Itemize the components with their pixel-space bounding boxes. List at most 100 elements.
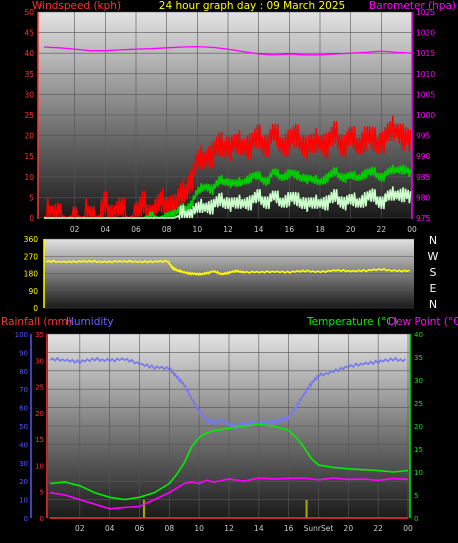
temperature-tick-label: 0 xyxy=(414,515,418,523)
humidity-tick-label: 0 xyxy=(24,515,28,523)
windspeed-tick-label: 15 xyxy=(24,152,34,161)
x-tick-label: 20 xyxy=(344,524,354,533)
temperature-tick-label: 20 xyxy=(414,423,423,431)
x-tick-label: 22 xyxy=(377,225,387,234)
x-tick-label: 00 xyxy=(403,524,413,533)
x-tick-label: 14 xyxy=(254,524,264,533)
humidity-tick-label: 80 xyxy=(19,368,28,376)
barometer-tick-label: 995 xyxy=(416,132,431,141)
windspeed-tick-label: 30 xyxy=(24,90,34,99)
barometer-tick-label: 990 xyxy=(416,152,431,161)
x-tick-label: 06 xyxy=(131,225,141,234)
rainfall-tick-labels: 0 5 10 15 20 25 30 35 xyxy=(35,331,44,523)
humidity-tick-label: 40 xyxy=(19,441,28,449)
series-wind-direction-line xyxy=(45,259,410,277)
windspeed-tick-label: 20 xyxy=(24,132,34,141)
windspeed-tick-label: 40 xyxy=(24,49,34,58)
direction-tick-label: 0 xyxy=(33,304,38,313)
series-gust-line xyxy=(43,115,412,221)
x-tick-label: 16 xyxy=(284,524,294,533)
rainfall-tick-label: 0 xyxy=(40,515,44,523)
rainfall-tick-label: 25 xyxy=(35,384,44,392)
x-tick-label: 12 xyxy=(224,524,234,533)
windspeed-tick-label: 10 xyxy=(24,173,34,182)
temperature-tick-label: 5 xyxy=(414,492,418,500)
direction-tick-label: 180 xyxy=(24,270,39,279)
x-tick-label: 20 xyxy=(346,225,356,234)
barometer-tick-label: 1015 xyxy=(416,49,435,58)
x-tick-label: 02 xyxy=(70,225,80,234)
temperature-axis-title: Temperature (°C) xyxy=(306,316,398,328)
rainfall-tick-label: 20 xyxy=(35,410,44,418)
x-tick-label: 08 xyxy=(165,524,175,533)
windspeed-tick-label: 45 xyxy=(24,29,34,38)
temperature-panel-series xyxy=(49,356,409,519)
humidity-axis-title: Humidity xyxy=(66,316,114,328)
barometer-tick-label: 975 xyxy=(416,214,431,223)
x-tick-label: 10 xyxy=(193,225,203,234)
rainfall-tick-label: 10 xyxy=(35,462,44,470)
x-tick-label: SunrSet xyxy=(304,524,334,533)
x-tick-label: 06 xyxy=(135,524,145,533)
x-tick-label: 10 xyxy=(194,524,204,533)
direction-tick-label: 90 xyxy=(28,287,38,296)
temperature-tick-labels: 0 5 10 15 20 25 30 35 40 xyxy=(414,331,423,523)
barometer-tick-label: 980 xyxy=(416,193,431,202)
wind-panel-series xyxy=(43,45,413,221)
series-lull-line xyxy=(44,186,412,221)
wind-panel-x-tick-labels: 02 04 06 08 10 12 14 16 18 20 22 00 xyxy=(70,225,417,234)
temperature-tick-label: 30 xyxy=(414,377,423,385)
compass-label: N xyxy=(429,234,437,247)
temperature-tick-label: 40 xyxy=(414,331,423,339)
humidity-tick-label: 20 xyxy=(19,478,28,486)
windspeed-tick-label: 35 xyxy=(24,70,34,79)
rainfall-tick-label: 35 xyxy=(35,331,44,339)
barometer-axis-title: Barometer (hpa) xyxy=(369,0,456,12)
rainfall-tick-label: 30 xyxy=(35,357,44,365)
barometer-tick-label: 1010 xyxy=(416,70,435,79)
humidity-tick-label: 30 xyxy=(19,460,28,468)
humidity-tick-label: 100 xyxy=(15,331,28,339)
series-temperature-line xyxy=(49,423,409,501)
x-tick-label: 04 xyxy=(101,225,111,234)
x-tick-label: 04 xyxy=(105,524,115,533)
compass-label: W xyxy=(428,250,439,263)
temperature-tick-label: 15 xyxy=(414,446,423,454)
x-tick-label: 14 xyxy=(254,225,264,234)
windspeed-tick-labels: 0 5 10 15 20 25 30 35 40 45 50 xyxy=(24,8,34,223)
humidity-tick-label: 70 xyxy=(19,386,28,394)
series-humidity-line xyxy=(49,356,407,431)
direction-tick-label: 360 xyxy=(24,235,39,244)
windspeed-tick-label: 50 xyxy=(24,8,34,17)
windspeed-tick-label: 5 xyxy=(29,193,34,202)
dewpoint-axis-title: Dew Point (°C) xyxy=(388,316,458,328)
compass-label: E xyxy=(430,282,437,295)
direction-panel-series xyxy=(45,259,410,277)
x-tick-label: 22 xyxy=(373,524,383,533)
chart-title: 24 hour graph day : 09 March 2025 xyxy=(159,0,345,12)
barometer-tick-label: 985 xyxy=(416,173,431,182)
windspeed-tick-label: 0 xyxy=(29,214,34,223)
temperature-panel-x-tick-labels: 02 04 06 08 10 12 14 16 SunrSet 20 22 00 xyxy=(75,524,413,533)
x-tick-label: 18 xyxy=(315,225,325,234)
direction-tick-labels: 0 90 180 270 360 xyxy=(24,235,39,313)
series-barometer-line xyxy=(43,45,413,56)
x-tick-label: 12 xyxy=(223,225,233,234)
temperature-tick-label: 10 xyxy=(414,469,423,477)
rainfall-tick-label: 5 xyxy=(40,489,44,497)
barometer-tick-labels: 975 980 985 990 995 1000 1005 1010 1015 1020 1025 xyxy=(416,8,435,223)
compass-label: N xyxy=(429,298,437,311)
windspeed-axis-title: Windspeed (kph) xyxy=(32,0,121,12)
humidity-tick-label: 60 xyxy=(19,405,28,413)
humidity-tick-label: 90 xyxy=(19,349,28,357)
barometer-tick-label: 1025 xyxy=(416,8,435,17)
humidity-tick-label: 10 xyxy=(19,497,28,505)
x-tick-label: 00 xyxy=(407,225,417,234)
temperature-tick-label: 25 xyxy=(414,400,423,408)
x-tick-label: 02 xyxy=(75,524,85,533)
x-tick-label: 08 xyxy=(162,225,172,234)
x-tick-label: 16 xyxy=(285,225,295,234)
